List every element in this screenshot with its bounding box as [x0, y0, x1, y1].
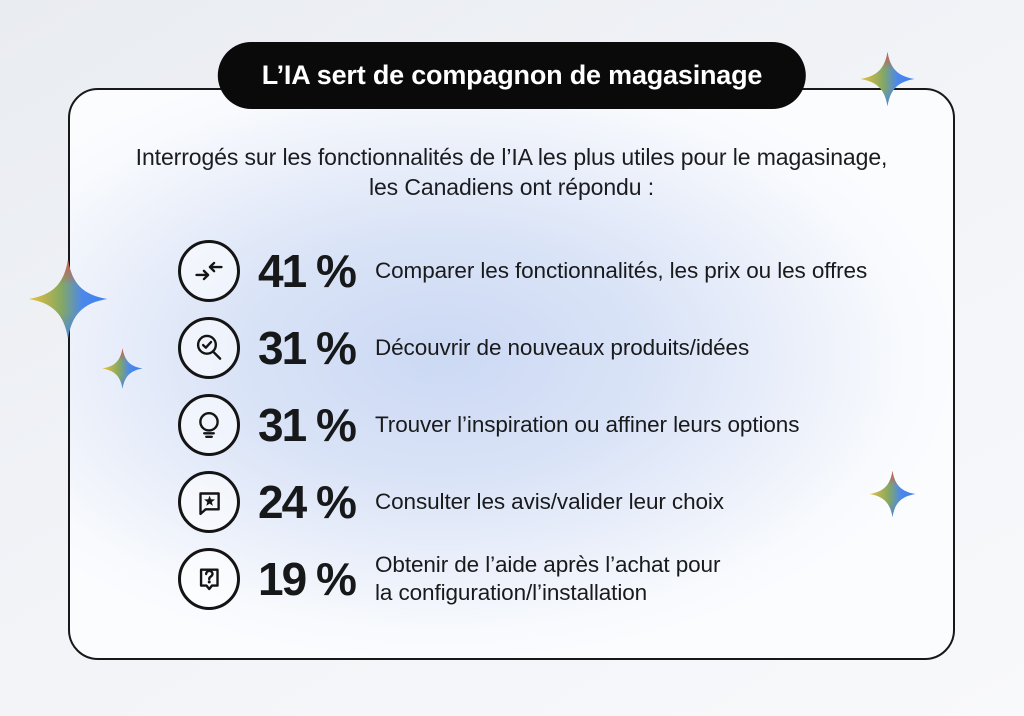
stat-label: Obtenir de l’aide après l’achat pour la …: [375, 552, 721, 605]
sparkle-icon: [860, 47, 915, 111]
question-bubble-icon: [178, 548, 240, 610]
stat-label: Consulter les avis/valider leur choix: [375, 489, 724, 514]
stat-label: Découvrir de nouveaux produits/idées: [375, 335, 750, 360]
page-title: L’IA sert de compagnon de magasinage: [261, 60, 763, 90]
star-review-bubble-icon: [178, 471, 240, 533]
lightbulb-icon: [178, 394, 240, 456]
stat-percent: 41 %: [258, 245, 357, 297]
search-check-icon: [178, 317, 240, 379]
stat-percent: 31 %: [258, 322, 357, 374]
card: Interrogés sur les fonctionnalités de l’…: [68, 88, 955, 660]
stat-label: Comparer les fonctionnalités, les prix o…: [375, 258, 868, 283]
sparkle-icon: [869, 468, 916, 520]
stat-row: 31 % Trouver l’inspiration ou affiner le…: [178, 394, 953, 456]
stat-label: Trouver l’inspiration ou affiner leurs o…: [375, 412, 800, 437]
stat-row: 41 % Comparer les fonctionnalités, les p…: [178, 240, 953, 302]
stat-row: 19 % Obtenir de l’aide après l’achat pou…: [178, 548, 953, 610]
sparkle-icon: [102, 346, 143, 391]
stat-row: 31 % Découvrir de nouveaux produits/idée…: [178, 317, 953, 379]
stat-percent: 31 %: [258, 399, 357, 451]
stat-percent: 24 %: [258, 476, 357, 528]
stat-list: 41 % Comparer les fonctionnalités, les p…: [178, 240, 953, 610]
stat-percent: 19 %: [258, 553, 357, 605]
sparkle-icon: [28, 254, 108, 344]
title-pill: L’IA sert de compagnon de magasinage: [217, 42, 807, 109]
intro-text: Interrogés sur les fonctionnalités de l’…: [135, 144, 888, 200]
compare-arrows-icon: [178, 240, 240, 302]
stat-row: 24 % Consulter les avis/valider leur cho…: [178, 471, 953, 533]
